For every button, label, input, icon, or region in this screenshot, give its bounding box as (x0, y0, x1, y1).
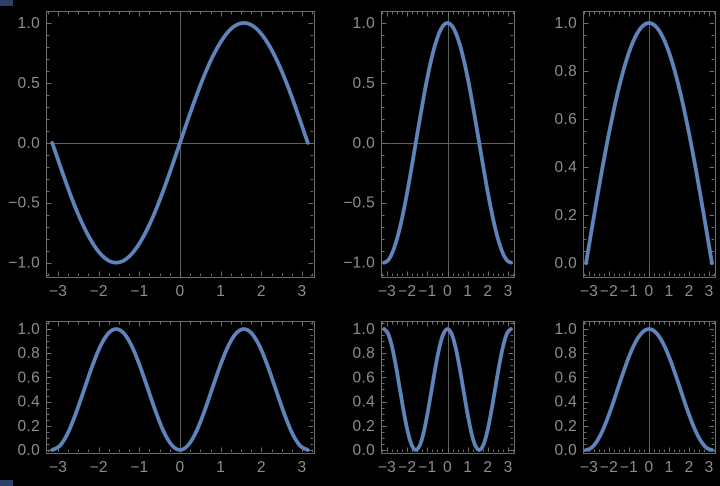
x-tick-label: −3 (378, 283, 396, 300)
y-tick-label: 0.0 (18, 135, 41, 152)
x-tick-label: −3 (580, 459, 598, 476)
x-tick-label: 1 (665, 459, 674, 476)
x-tick-label: 0 (176, 459, 185, 476)
plot-frame (381, 11, 515, 278)
window-corner-artifact-bottom-left (0, 480, 13, 486)
x-tick-label: 2 (483, 283, 492, 300)
x-tick-label: −2 (600, 459, 618, 476)
y-tick-label: 1.0 (18, 15, 41, 32)
y-tick-label: 0.8 (555, 345, 577, 362)
y-tick-label: 0.6 (555, 111, 577, 128)
subplot-cos-squared: −3 −2 −1 0 1 2 3 0.0 0.2 0.4 0.6 0.8 1.0 (353, 321, 515, 476)
x-tick-label: −3 (580, 283, 598, 300)
x-tick-label: 3 (705, 459, 714, 476)
x-tick-label: −2 (398, 283, 416, 300)
subplot-cos-half-squared: −3 −2 −1 0 1 2 3 0.0 0.2 0.4 0.6 0.8 1.0 (555, 321, 716, 476)
x-tick-label: 0 (645, 283, 654, 300)
x-tick-label: 1 (463, 459, 472, 476)
y-tick-label: 0.6 (353, 369, 375, 386)
y-tick-label: 0.8 (555, 63, 577, 80)
plot-frame (381, 321, 515, 454)
x-tick-label: −1 (418, 283, 436, 300)
x-tick-label: 1 (216, 459, 225, 476)
x-tick-label: −3 (49, 459, 67, 476)
x-tick-label: 3 (705, 283, 714, 300)
y-tick-label: 0.8 (353, 345, 375, 362)
x-tick-label: −2 (90, 283, 108, 300)
curve-cos-half (584, 21, 714, 265)
y-tick-label: −0.5 (343, 195, 375, 212)
plot-frame (583, 11, 716, 278)
x-tick-label: 2 (257, 283, 266, 300)
y-tick-label: 1.0 (555, 15, 578, 32)
y-tick-label: 0.4 (18, 394, 41, 411)
x-tick-label: 3 (504, 459, 513, 476)
x-tick-label: −1 (130, 283, 148, 300)
x-tick-label: −2 (398, 459, 416, 476)
subplot-sin: −3 −2 −1 0 1 2 3 −1.0 −0.5 0.0 0.5 1.0 (8, 11, 315, 300)
y-tick-label: 0.5 (18, 75, 40, 92)
x-tick-label: 1 (463, 283, 472, 300)
x-tick-label: −3 (378, 459, 396, 476)
y-tick-label: 0.4 (555, 394, 578, 411)
x-tick-label: 0 (443, 459, 452, 476)
curve-cos-squared (382, 327, 513, 452)
y-tick-label: 0.4 (555, 159, 578, 176)
x-tick-label: −3 (49, 283, 67, 300)
x-tick-label: 2 (483, 459, 492, 476)
window-corner-artifact-top-left (0, 0, 13, 6)
y-tick-label: 1.0 (555, 321, 578, 338)
y-tick-label: −1.0 (343, 255, 375, 272)
y-tick-label: 1.0 (18, 321, 41, 338)
y-tick-label: 0.2 (18, 418, 40, 435)
x-tick-label: −1 (130, 459, 148, 476)
x-tick-label: 2 (685, 283, 694, 300)
y-tick-label: 0.2 (555, 207, 577, 224)
y-tick-label: −1.0 (8, 255, 40, 272)
y-tick-label: 0.5 (353, 75, 375, 92)
curve-cos-half-squared (584, 327, 714, 452)
y-tick-label: 0.6 (555, 369, 577, 386)
plot-frame (46, 11, 315, 278)
subplot-cos: −3 −2 −1 0 1 2 3 −1.0 −0.5 0.0 0.5 1.0 (343, 11, 515, 300)
curve-sin-squared (50, 327, 310, 452)
y-tick-label: 0.0 (353, 442, 376, 459)
x-tick-label: 2 (257, 459, 266, 476)
plot-frame (46, 321, 315, 454)
y-tick-label: 0.4 (353, 394, 376, 411)
x-tick-label: −2 (600, 283, 618, 300)
plot-frame (583, 321, 716, 454)
x-tick-label: 1 (216, 283, 225, 300)
y-tick-label: 1.0 (353, 321, 376, 338)
x-tick-label: −1 (620, 459, 638, 476)
x-tick-label: −2 (90, 459, 108, 476)
curve-sin (50, 21, 310, 265)
x-tick-label: −1 (620, 283, 638, 300)
curve-cos (382, 21, 513, 265)
x-tick-label: 0 (176, 283, 185, 300)
x-tick-label: 3 (504, 283, 513, 300)
x-tick-label: 3 (298, 283, 307, 300)
y-tick-label: 0.8 (18, 345, 40, 362)
y-tick-label: −0.5 (8, 195, 40, 212)
y-tick-label: 1.0 (353, 15, 376, 32)
x-tick-label: −1 (418, 459, 436, 476)
y-tick-label: 0.2 (353, 418, 375, 435)
x-tick-label: 0 (645, 459, 654, 476)
y-tick-label: 0.0 (353, 135, 376, 152)
subplot-sin-squared: −3 −2 −1 0 1 2 3 0.0 0.2 0.4 0.6 0.8 1.0 (18, 321, 315, 476)
x-tick-label: 0 (443, 283, 452, 300)
y-tick-label: 0.0 (555, 255, 578, 272)
x-tick-label: 1 (665, 283, 674, 300)
y-tick-label: 0.6 (18, 369, 40, 386)
y-tick-label: 0.0 (18, 442, 41, 459)
x-tick-label: 3 (298, 459, 307, 476)
y-tick-label: 0.0 (555, 442, 578, 459)
y-tick-label: 0.2 (555, 418, 577, 435)
subplot-cos-half: −3 −2 −1 0 1 2 3 0.0 0.2 0.4 0.6 0.8 1.0 (555, 11, 716, 300)
x-tick-label: 2 (685, 459, 694, 476)
